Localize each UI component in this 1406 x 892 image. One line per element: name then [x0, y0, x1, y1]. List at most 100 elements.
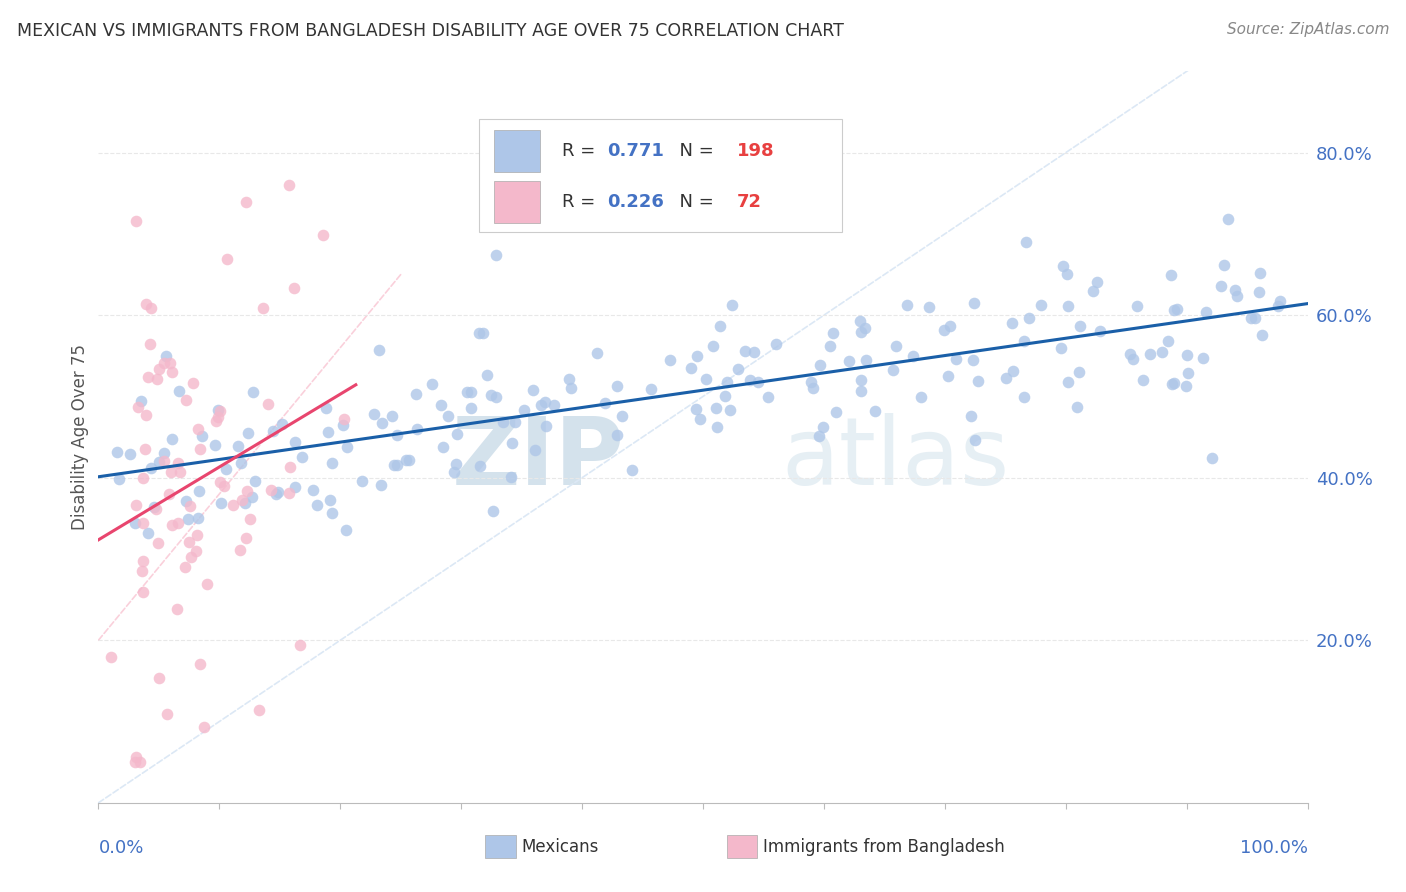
Point [264, 487, 287, 501]
Point [247, 703, 270, 717]
Text: ZIP: ZIP [451, 413, 624, 505]
Point [387, 427, 409, 442]
Point [229, 456, 252, 470]
Point [231, 492, 253, 507]
Point [420, 377, 443, 392]
Point [266, 485, 288, 500]
Point [1014, 235, 1036, 249]
Point [593, 396, 616, 410]
Point [193, 720, 215, 734]
Text: Mexicans: Mexicans [522, 838, 599, 855]
Point [1057, 299, 1080, 313]
Point [155, 349, 177, 363]
Point [612, 409, 634, 423]
Point [146, 535, 169, 549]
Point [160, 518, 183, 533]
Point [156, 707, 179, 722]
Point [853, 320, 876, 334]
Point [406, 422, 429, 436]
Point [1195, 305, 1218, 319]
Point [1122, 352, 1144, 367]
Point [938, 319, 960, 334]
Point [472, 326, 495, 341]
Point [1132, 373, 1154, 387]
Text: R =: R = [561, 194, 600, 211]
Point [173, 560, 195, 574]
Point [277, 486, 299, 500]
Point [679, 361, 702, 376]
Point [1166, 302, 1188, 317]
Point [659, 353, 682, 368]
Point [513, 403, 536, 417]
Point [1177, 367, 1199, 381]
Point [135, 297, 157, 311]
Point [851, 326, 873, 340]
Point [145, 501, 167, 516]
Point [742, 344, 765, 359]
Point [716, 376, 738, 390]
Point [918, 301, 941, 315]
Text: atlas: atlas [782, 413, 1010, 505]
Point [395, 452, 418, 467]
Point [811, 420, 834, 434]
Point [808, 428, 831, 442]
Point [290, 450, 312, 464]
Point [321, 457, 343, 471]
Point [134, 442, 156, 457]
Point [315, 401, 337, 416]
Text: 100.0%: 100.0% [1240, 839, 1308, 857]
Point [132, 516, 155, 530]
Text: 0.771: 0.771 [607, 142, 665, 160]
Point [184, 544, 207, 558]
Point [704, 401, 727, 415]
Point [316, 425, 339, 440]
Point [501, 435, 523, 450]
Point [100, 649, 122, 664]
Point [135, 408, 157, 422]
Point [153, 356, 176, 370]
Point [228, 439, 250, 453]
Point [1066, 400, 1088, 414]
Point [177, 535, 200, 549]
Point [1139, 347, 1161, 361]
Text: Immigrants from Bangladesh: Immigrants from Bangladesh [763, 838, 1005, 855]
Point [1157, 334, 1180, 348]
Point [1029, 298, 1052, 312]
Point [159, 356, 181, 370]
Point [1126, 299, 1149, 313]
Text: MEXICAN VS IMMIGRANTS FROM BANGLADESH DISABILITY AGE OVER 75 CORRELATION CHART: MEXICAN VS IMMIGRANTS FROM BANGLADESH DI… [17, 22, 844, 40]
Point [242, 385, 264, 400]
Point [1240, 311, 1263, 326]
Point [332, 418, 354, 433]
Point [148, 362, 170, 376]
Point [176, 512, 198, 526]
Point [962, 353, 984, 368]
Point [820, 339, 842, 353]
Point [278, 460, 301, 475]
Point [1119, 347, 1142, 361]
FancyBboxPatch shape [494, 181, 540, 224]
Point [288, 638, 311, 652]
Point [318, 493, 340, 508]
Point [738, 373, 761, 387]
Point [131, 471, 153, 485]
Point [222, 498, 245, 512]
Point [446, 427, 468, 442]
Point [236, 425, 259, 440]
Point [702, 339, 724, 353]
Point [824, 405, 846, 419]
FancyBboxPatch shape [479, 119, 842, 232]
Point [180, 549, 202, 564]
Point [301, 483, 323, 498]
Point [621, 463, 644, 477]
Point [132, 584, 155, 599]
Point [205, 414, 228, 428]
Point [910, 390, 932, 404]
Point [405, 387, 427, 401]
Point [190, 428, 212, 442]
Point [283, 281, 305, 295]
Point [107, 472, 129, 486]
Point [136, 526, 159, 541]
Point [460, 401, 482, 415]
Point [1161, 377, 1184, 392]
